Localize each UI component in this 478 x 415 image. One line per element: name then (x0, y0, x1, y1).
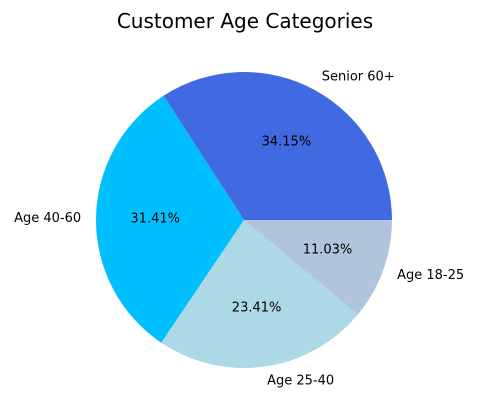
slice-percentage-label: 11.03% (303, 243, 353, 258)
slice-category-label: Age 40-60 (14, 211, 81, 226)
slice-percentage-label: 31.41% (130, 212, 180, 227)
slice-percentage-label: 23.41% (232, 300, 282, 315)
pie-slice-age-25-40 (161, 220, 358, 369)
pie-slice-senior-60 (163, 71, 392, 220)
pie-slice-age-18-25 (244, 220, 392, 315)
slice-percentage-label: 34.15% (262, 134, 312, 149)
pie-slices (95, 71, 392, 369)
slice-category-label: Senior 60+ (322, 69, 395, 84)
pie-slice-age-40-60 (95, 95, 244, 343)
slice-category-label: Age 25-40 (267, 374, 334, 389)
slice-category-label: Age 18-25 (397, 268, 464, 283)
percentage-labels: 34.15% 31.41% 23.41% 11.03% (130, 134, 352, 315)
slice-labels: Senior 60+ Age 40-60 Age 25-40 Age 18-25 (14, 69, 464, 388)
chart-title: Customer Age Categories (117, 9, 373, 33)
